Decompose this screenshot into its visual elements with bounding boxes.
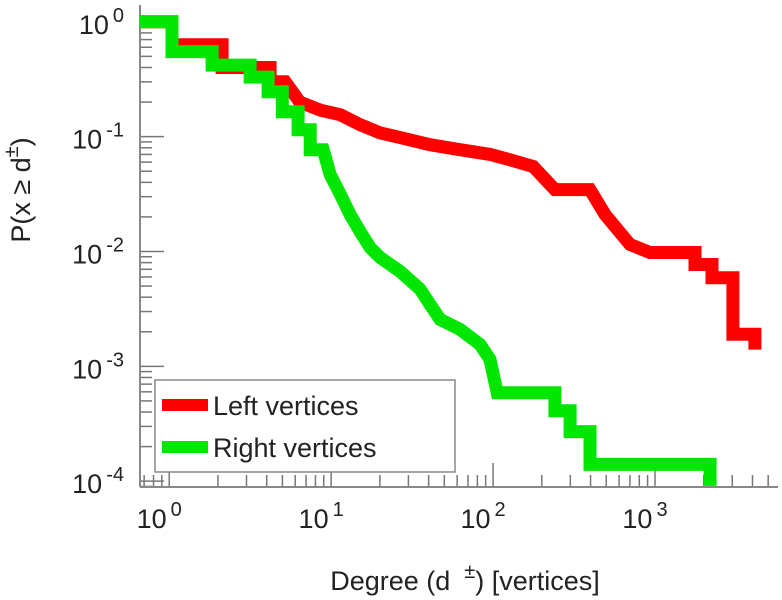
y-tick-exponent: -2 bbox=[106, 234, 124, 256]
y-tick-base: 10 bbox=[72, 354, 102, 384]
y-axis-label-sup: ± bbox=[1, 146, 23, 157]
x-tick-base: 10 bbox=[460, 504, 490, 534]
x-tick-exponent: 3 bbox=[656, 499, 667, 521]
y-axis-label-main: P(x ≥ d bbox=[6, 157, 36, 242]
y-tick-base: 10 bbox=[72, 469, 102, 499]
tick-labels: 10 0 10 1 10 2 10 310 010 -110 -210 -310 -4 bbox=[72, 5, 667, 534]
x-axis-label-sup: ± bbox=[464, 561, 475, 583]
y-tick-label: 10 -4 bbox=[72, 464, 124, 499]
y-tick-label: 10 -3 bbox=[72, 349, 124, 384]
legend-label-right: Right vertices bbox=[213, 433, 377, 463]
y-tick-exponent: 0 bbox=[113, 5, 124, 27]
series-line-right-vertices bbox=[140, 15, 717, 486]
legend-box bbox=[154, 379, 456, 473]
y-tick-base: 10 bbox=[72, 125, 102, 155]
x-tick-label: 10 2 bbox=[460, 499, 505, 534]
x-axis-label-tail: ) [vertices] bbox=[475, 566, 600, 596]
axis-ticks bbox=[140, 21, 769, 488]
x-tick-label: 10 1 bbox=[299, 499, 344, 534]
x-tick-base: 10 bbox=[299, 504, 329, 534]
y-tick-base: 10 bbox=[79, 10, 109, 40]
x-tick-exponent: 0 bbox=[171, 499, 182, 521]
x-axis-label: Degree (d ±) [vertices] bbox=[330, 561, 600, 596]
x-tick-base: 10 bbox=[622, 504, 652, 534]
y-tick-label: 10 -1 bbox=[72, 120, 124, 155]
x-tick-label: 10 0 bbox=[137, 499, 182, 534]
legend: Left vertices Right vertices bbox=[154, 379, 456, 473]
y-tick-label: 10 -2 bbox=[72, 234, 124, 269]
series-line-left-vertices bbox=[140, 15, 762, 350]
y-axis-label-tail: ) bbox=[6, 137, 36, 146]
x-axis-label-main: Degree (d bbox=[330, 566, 450, 596]
x-tick-label: 10 3 bbox=[622, 499, 667, 534]
series-group bbox=[140, 15, 762, 486]
x-tick-exponent: 2 bbox=[495, 499, 506, 521]
x-tick-exponent: 1 bbox=[333, 499, 344, 521]
y-tick-base: 10 bbox=[72, 239, 102, 269]
y-tick-exponent: -3 bbox=[106, 349, 124, 371]
legend-label-left: Left vertices bbox=[213, 391, 359, 421]
y-tick-exponent: -4 bbox=[106, 464, 124, 486]
y-tick-label: 10 0 bbox=[79, 5, 124, 40]
x-tick-base: 10 bbox=[137, 504, 167, 534]
y-tick-exponent: -1 bbox=[106, 120, 124, 142]
y-axis-label: P(x ≥ d±) bbox=[1, 137, 36, 242]
